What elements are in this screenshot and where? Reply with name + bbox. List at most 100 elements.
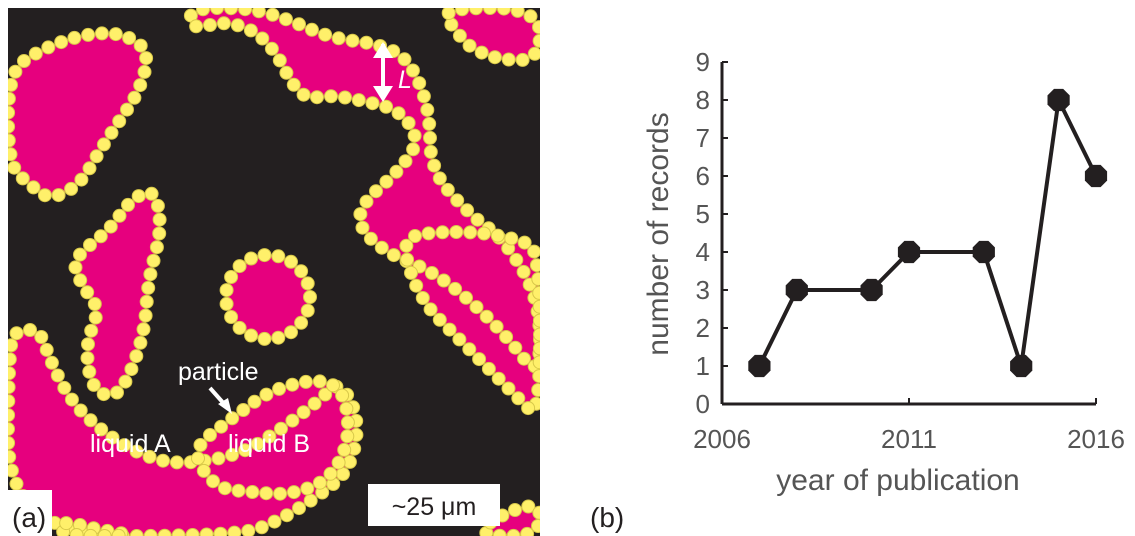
particle (96, 387, 111, 402)
particle (279, 508, 294, 523)
particle (131, 189, 146, 204)
particle (318, 27, 333, 42)
particle (532, 369, 540, 384)
particle (138, 308, 153, 323)
particle (517, 351, 531, 366)
particle (294, 264, 309, 279)
particle (156, 453, 170, 468)
particle (243, 23, 258, 38)
particle (83, 238, 97, 252)
particle (118, 374, 133, 389)
particle (294, 315, 309, 330)
particle (120, 102, 134, 117)
particle (264, 41, 279, 56)
particle (423, 144, 438, 159)
particle (15, 171, 30, 186)
particle (152, 212, 167, 227)
particle (286, 485, 301, 500)
particle (216, 16, 231, 31)
panel-b-label: (b) (590, 502, 624, 533)
particle (444, 17, 459, 32)
particle (26, 180, 41, 195)
particle (379, 99, 394, 114)
particle (271, 330, 286, 345)
y-tick-label: 2 (696, 313, 710, 343)
particle (245, 485, 260, 499)
particle (386, 248, 401, 263)
particle (112, 208, 127, 223)
particle (273, 486, 288, 501)
particle (199, 527, 214, 536)
particle (452, 28, 467, 43)
particle (143, 267, 158, 282)
particle (511, 391, 526, 406)
particle (531, 383, 540, 397)
particle (137, 64, 152, 79)
particle (8, 463, 19, 478)
particle (203, 18, 217, 32)
particle (247, 394, 262, 409)
particle (490, 228, 505, 243)
particle (232, 320, 247, 335)
particle-label: particle (178, 358, 259, 386)
liquid-b-region (446, 8, 540, 60)
particle (108, 27, 123, 42)
particle (50, 368, 65, 383)
particle (81, 27, 96, 42)
particle (8, 436, 16, 450)
particle (508, 503, 522, 517)
particle (8, 77, 18, 92)
particle (421, 226, 436, 241)
particle (117, 438, 132, 453)
particle (399, 238, 414, 253)
particle (73, 273, 88, 288)
particle (345, 33, 360, 48)
particle (312, 475, 327, 490)
particle (331, 455, 346, 470)
particle (340, 429, 355, 444)
particle (510, 8, 525, 18)
particle (141, 280, 156, 295)
particle (427, 158, 442, 173)
particle (69, 528, 84, 536)
particle (532, 341, 540, 356)
particle (338, 90, 352, 105)
x-tick-label: 2011 (881, 424, 937, 454)
particle (272, 381, 287, 396)
particle (8, 119, 16, 134)
particle (96, 137, 111, 152)
particle (139, 294, 154, 309)
particle-layer (8, 8, 540, 536)
scale-bar-label: ~25 μm (392, 493, 477, 521)
particle (213, 526, 228, 536)
particle (459, 290, 473, 305)
particle (254, 520, 269, 535)
particle (408, 229, 422, 243)
particle (8, 160, 22, 175)
particle (133, 335, 148, 350)
particle (527, 46, 540, 61)
particle (365, 96, 380, 111)
particle (28, 46, 43, 61)
particle (211, 451, 226, 466)
particle (236, 403, 251, 417)
particle (244, 328, 259, 343)
particle (529, 258, 540, 273)
particle (310, 90, 324, 105)
particle (219, 296, 234, 311)
particle (88, 310, 103, 325)
particle (292, 501, 306, 516)
particle (39, 342, 54, 357)
particle (462, 38, 477, 53)
particle (398, 154, 413, 169)
particle (8, 394, 16, 409)
particle (400, 252, 415, 267)
particle (74, 172, 89, 187)
particle (104, 125, 119, 140)
particle (23, 323, 37, 337)
particle (54, 35, 69, 50)
particle (532, 20, 540, 35)
particle (152, 226, 167, 241)
particle (110, 385, 124, 400)
